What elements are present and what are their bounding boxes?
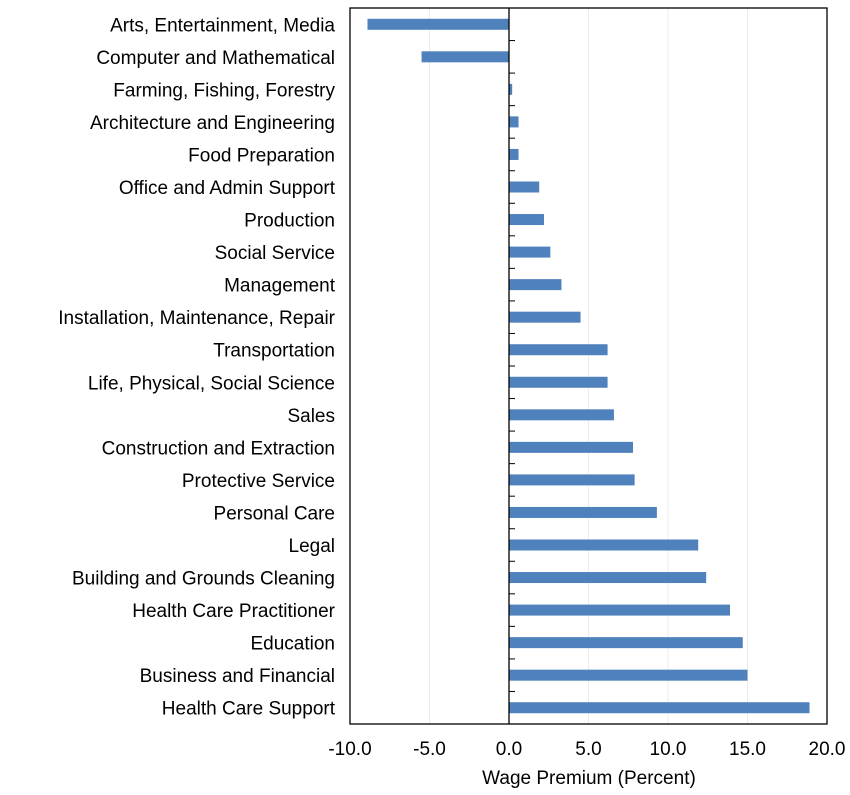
bar (509, 279, 562, 291)
category-label: Life, Physical, Social Science (88, 373, 335, 394)
bar (509, 572, 707, 584)
bar (509, 409, 614, 421)
x-tick-label: 15.0 (729, 739, 766, 760)
category-label: Personal Care (214, 503, 335, 524)
axes (349, 7, 828, 725)
x-axis-title: Wage Premium (Percent) (482, 768, 696, 789)
category-label: Health Care Support (162, 699, 336, 720)
category-label: Transportation (213, 341, 335, 362)
category-label: Food Preparation (188, 145, 335, 166)
category-label: Production (244, 211, 335, 232)
bar (509, 637, 743, 649)
x-tick-label: 20.0 (809, 739, 846, 760)
category-label: Construction and Extraction (102, 438, 335, 459)
x-tick-label: 5.0 (575, 739, 601, 760)
bar (509, 376, 608, 388)
category-label: Arts, Entertainment, Media (110, 15, 335, 36)
bar (509, 506, 657, 518)
category-label: Business and Financial (140, 666, 335, 687)
bar (509, 181, 540, 193)
bar (509, 539, 699, 551)
category-label: Office and Admin Support (119, 178, 336, 199)
bar (509, 83, 513, 95)
category-label: Computer and Mathematical (96, 48, 335, 69)
x-tick-label: -10.0 (328, 739, 371, 760)
x-tick-label: -5.0 (413, 739, 446, 760)
x-tick-label: 10.0 (650, 739, 687, 760)
category-label: Legal (289, 536, 336, 557)
bar (421, 51, 509, 63)
category-label: Building and Grounds Cleaning (72, 569, 335, 590)
bar (509, 214, 544, 226)
category-label: Social Service (215, 243, 335, 264)
bar (509, 441, 634, 453)
bar (509, 474, 635, 486)
category-label: Sales (287, 406, 335, 427)
bar (509, 311, 581, 323)
category-label: Health Care Practitioner (132, 601, 335, 622)
bars (367, 18, 810, 714)
gridlines (429, 8, 748, 724)
bar (509, 702, 810, 714)
bar (509, 669, 748, 681)
x-tick-label: 0.0 (496, 739, 522, 760)
x-tick-labels: -10.0 -5.0 0.0 5.0 10.0 15.0 20.0 (328, 739, 845, 760)
category-labels: Arts, Entertainment, Media Computer and M… (58, 15, 335, 719)
bar (367, 18, 509, 30)
bar (509, 344, 608, 356)
category-label: Management (224, 276, 336, 297)
category-label: Architecture and Engineering (90, 113, 335, 134)
category-label: Farming, Fishing, Forestry (113, 80, 335, 101)
bar (509, 116, 519, 128)
category-label: Protective Service (182, 471, 335, 492)
category-label: Education (250, 634, 335, 655)
category-label: Installation, Maintenance, Repair (58, 308, 335, 329)
bar (509, 246, 551, 258)
bar (509, 604, 731, 616)
bar (509, 148, 519, 160)
plot-frame (349, 7, 828, 725)
